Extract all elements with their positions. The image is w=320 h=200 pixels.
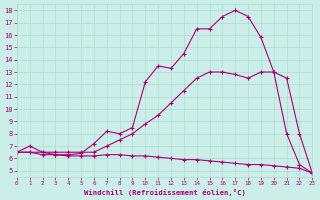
X-axis label: Windchill (Refroidissement éolien,°C): Windchill (Refroidissement éolien,°C) — [84, 189, 245, 196]
